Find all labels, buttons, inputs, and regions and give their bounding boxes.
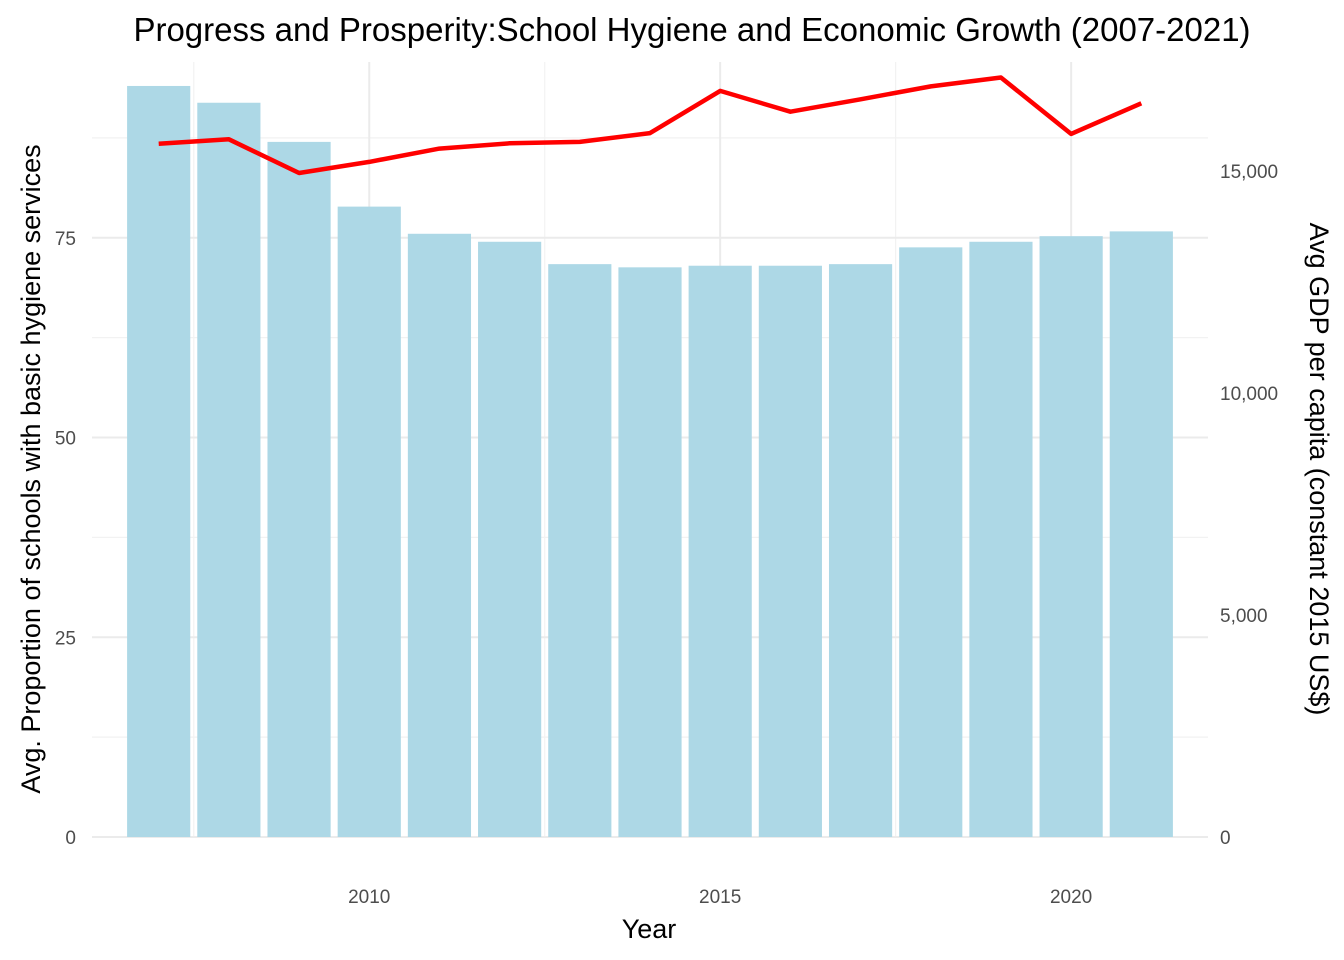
y2-tick-label: 5,000 bbox=[1220, 606, 1268, 627]
y-tick-label: 0 bbox=[65, 828, 76, 849]
right-axis-title: Avg GDP per capita (constant 2015 US$) bbox=[1304, 223, 1334, 716]
y2-tick-label: 15,000 bbox=[1220, 162, 1278, 183]
bar-2007 bbox=[127, 85, 191, 838]
chart-title: Progress and Prosperity:School Hygiene a… bbox=[133, 11, 1250, 48]
line-series bbox=[158, 75, 1143, 176]
y2-tick-label: 10,000 bbox=[1220, 384, 1278, 405]
y2-tick-label: 0 bbox=[1220, 828, 1231, 849]
bar-series bbox=[127, 85, 1173, 838]
x-axis-ticks: 2010 2015 2020 bbox=[348, 887, 1092, 908]
x-tick-label: 2020 bbox=[1050, 887, 1092, 908]
bar-2015 bbox=[688, 265, 752, 837]
bar-2016 bbox=[758, 265, 822, 837]
x-tick-label: 2010 bbox=[348, 887, 390, 908]
bar-2019 bbox=[969, 241, 1033, 837]
x-tick-label: 2015 bbox=[699, 887, 741, 908]
bar-2009 bbox=[267, 141, 331, 837]
bar-2013 bbox=[548, 264, 612, 837]
bar-2008 bbox=[197, 102, 261, 837]
bar-2014 bbox=[618, 267, 682, 837]
bar-2021 bbox=[1109, 231, 1173, 837]
bar-2017 bbox=[828, 264, 893, 837]
right-axis-ticks: 0 5,000 10,000 15,000 bbox=[1220, 162, 1278, 849]
bar-2010 bbox=[337, 206, 401, 837]
y-tick-label: 75 bbox=[55, 229, 76, 250]
bar-2020 bbox=[1039, 236, 1103, 837]
left-axis-ticks: 0 25 50 75 bbox=[55, 229, 76, 849]
left-axis-title: Avg. Proportion of schools with basic hy… bbox=[16, 144, 46, 793]
y-tick-label: 25 bbox=[55, 628, 76, 649]
bar-2011 bbox=[407, 233, 472, 838]
bar-2018 bbox=[899, 247, 963, 837]
x-axis-title: Year bbox=[622, 914, 677, 944]
y-tick-label: 50 bbox=[55, 429, 76, 450]
bar-2012 bbox=[478, 241, 542, 837]
